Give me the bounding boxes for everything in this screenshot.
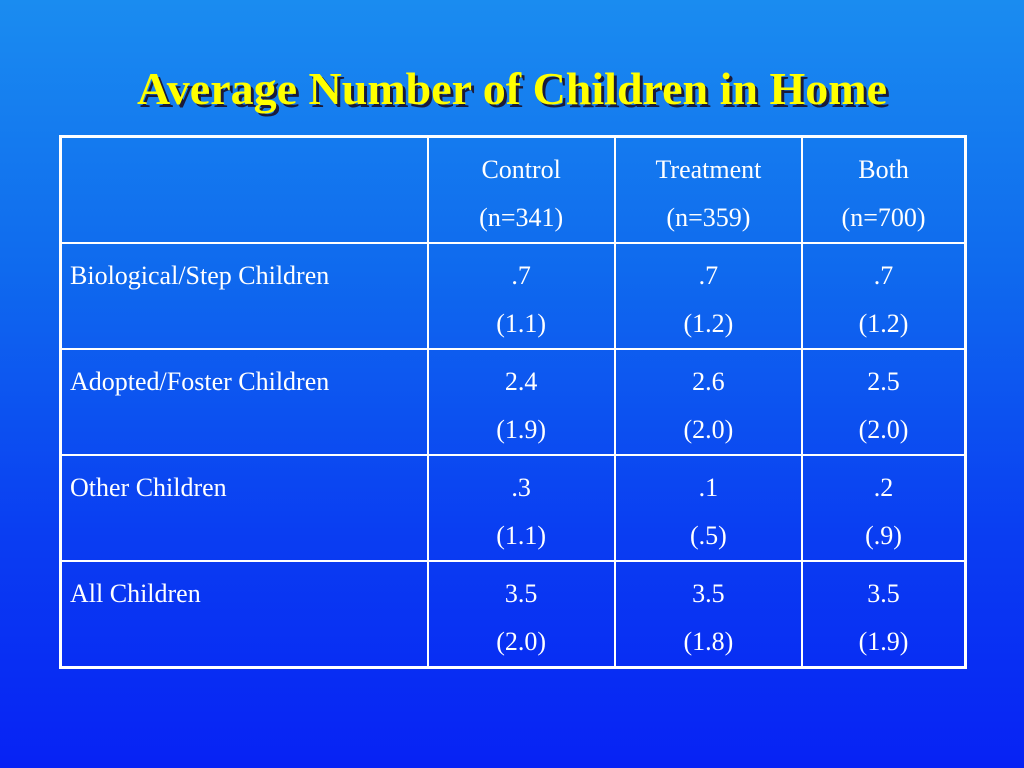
table-header-row: Control (n=341) Treatment (n=359) Both (… [59, 135, 967, 244]
cell-sd: (2.0) [496, 627, 547, 656]
table-cell: 3.5 (1.9) [801, 560, 967, 669]
cell-mean: .7 [873, 261, 894, 290]
table-cell: 2.5 (2.0) [801, 348, 967, 456]
column-sample-size: (n=341) [479, 203, 564, 232]
children-table: Control (n=341) Treatment (n=359) Both (… [59, 135, 967, 669]
cell-sd: (1.1) [496, 309, 547, 338]
cell-mean: 3.5 [504, 579, 538, 608]
table-cell: .3 (1.1) [426, 454, 616, 562]
header-control: Control (n=341) [426, 135, 616, 244]
cell-sd: (1.8) [683, 627, 734, 656]
cell-sd: (1.9) [858, 627, 909, 656]
row-label: Other Children [59, 454, 429, 562]
cell-sd: (1.2) [683, 309, 734, 338]
cell-mean: .1 [698, 473, 719, 502]
column-name: Both [858, 155, 909, 184]
table-cell: .2 (.9) [801, 454, 967, 562]
header-corner-cell [59, 135, 429, 244]
cell-mean: 2.6 [692, 367, 725, 396]
row-label: All Children [59, 560, 429, 669]
header-both: Both (n=700) [801, 135, 967, 244]
cell-mean: 2.4 [504, 367, 538, 396]
table-cell: .1 (.5) [613, 454, 804, 562]
table-cell: .7 (1.2) [613, 242, 804, 350]
column-sample-size: (n=700) [841, 203, 926, 232]
cell-sd: (1.2) [858, 309, 909, 338]
cell-mean: .3 [511, 473, 531, 502]
table-cell: .7 (1.2) [801, 242, 967, 350]
cell-sd: (2.0) [683, 415, 734, 444]
table-cell: 3.5 (2.0) [426, 560, 616, 669]
table-cell: .7 (1.1) [426, 242, 616, 350]
cell-sd: (2.0) [858, 415, 909, 444]
cell-sd: (1.1) [496, 521, 547, 550]
cell-mean: .7 [698, 261, 719, 290]
cell-sd: (.5) [690, 521, 727, 550]
row-label: Adopted/Foster Children [59, 348, 429, 456]
column-name: Control [481, 155, 561, 184]
cell-mean: .7 [511, 261, 531, 290]
row-label: Biological/Step Children [59, 242, 429, 350]
column-sample-size: (n=359) [666, 203, 751, 232]
table-row: All Children 3.5 (2.0) 3.5 (1.8) 3.5 (1.… [59, 560, 967, 669]
cell-mean: .2 [873, 473, 894, 502]
cell-sd: (.9) [865, 521, 902, 550]
cell-mean: 3.5 [867, 579, 900, 608]
table-row: Biological/Step Children .7 (1.1) .7 (1.… [59, 242, 967, 350]
table-cell: 3.5 (1.8) [613, 560, 804, 669]
table-cell: 2.4 (1.9) [426, 348, 616, 456]
slide-title: Average Number of Children in Home [137, 63, 887, 114]
cell-sd: (1.9) [496, 415, 547, 444]
table-row: Other Children .3 (1.1) .1 (.5) .2 (.9) [59, 454, 967, 562]
header-treatment: Treatment (n=359) [613, 135, 804, 244]
cell-mean: 3.5 [692, 579, 725, 608]
table-cell: 2.6 (2.0) [613, 348, 804, 456]
column-name: Treatment [655, 155, 762, 184]
table-row: Adopted/Foster Children 2.4 (1.9) 2.6 (2… [59, 348, 967, 456]
cell-mean: 2.5 [867, 367, 900, 396]
